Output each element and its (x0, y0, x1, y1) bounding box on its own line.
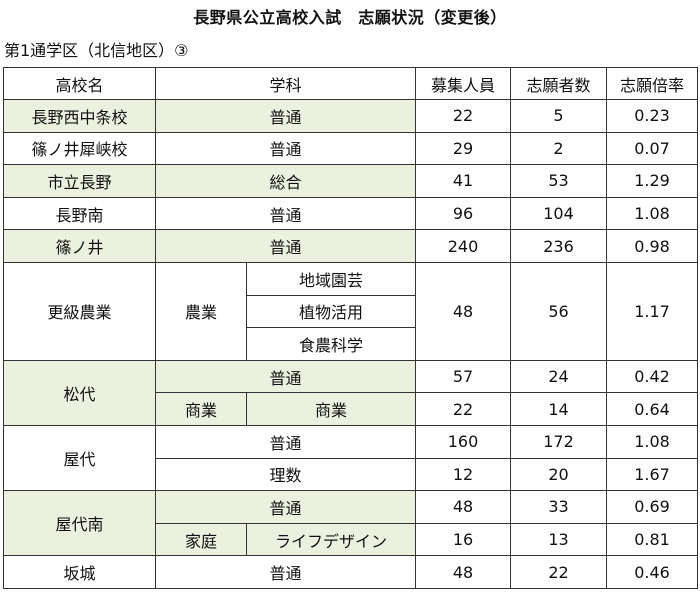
ratio-cell: 1.08 (606, 196, 698, 231)
course-name: 普通 (155, 490, 416, 524)
course-name: 普通 (155, 196, 416, 231)
table-row: 坂城 普通 48 22 0.46 (3, 555, 698, 589)
header-quota: 募集人員 (415, 67, 511, 100)
header-ratio: 志願倍率 (606, 67, 698, 100)
course-name: 商業 (246, 392, 416, 426)
table-row: 食農科学 (4, 327, 698, 361)
applicants-cell: 24 (510, 359, 607, 394)
quota-cell: 48 (415, 490, 511, 524)
school-name: 篠ノ井犀峡校 (3, 131, 156, 166)
table-row: 市立長野 総合 41 53 1.29 (3, 164, 698, 198)
applicants-cell: 13 (510, 522, 607, 557)
school-name: 屋代 (3, 424, 156, 492)
applicants-cell: 104 (510, 196, 607, 231)
quota-cell: 96 (415, 196, 511, 231)
course-name: 理数 (155, 457, 416, 492)
course-name: 総合 (155, 164, 416, 198)
ratio-cell: 1.17 (606, 261, 698, 361)
ratio-cell: 0.42 (606, 359, 698, 394)
school-name: 更級農業 (3, 261, 156, 361)
ratio-cell: 1.29 (606, 164, 698, 198)
course-name: 普通 (155, 99, 416, 133)
school-name: 松代 (3, 359, 156, 426)
ratio-cell: 0.69 (606, 490, 698, 524)
header-applicants: 志願者数 (510, 67, 607, 100)
applicants-cell: 172 (510, 424, 607, 459)
quota-cell: 240 (415, 229, 511, 263)
page-title: 長野県公立高校入試 志願状況（変更後） (193, 8, 507, 27)
applicants-cell: 5 (510, 99, 607, 133)
quota-cell: 41 (415, 164, 511, 198)
course-name: 普通 (155, 359, 416, 394)
applicants-cell: 53 (510, 164, 607, 198)
ratio-cell: 0.46 (606, 555, 698, 589)
ratio-cell: 0.07 (606, 131, 698, 166)
quota-cell: 22 (415, 392, 511, 426)
course-name: 地域園芸 (246, 261, 416, 296)
course-name: 普通 (155, 229, 416, 263)
table-row: 長野西中条校 普通 22 5 0.23 (3, 99, 698, 133)
course-name: 普通 (155, 131, 416, 166)
course-name: 食農科学 (246, 327, 416, 361)
quota-cell: 57 (415, 359, 511, 394)
ratio-cell: 1.67 (606, 457, 698, 492)
ratio-cell: 0.81 (606, 522, 698, 557)
quota-cell: 12 (415, 457, 511, 492)
table-row: 商業 商業 22 14 0.64 (4, 392, 698, 426)
quota-cell: 16 (415, 522, 511, 557)
course-name: 普通 (155, 424, 416, 459)
table-row: 松代 普通 57 24 0.42 (3, 359, 698, 426)
table-row: 篠ノ井犀峡校 普通 29 2 0.07 (3, 131, 698, 166)
quota-cell: 29 (415, 131, 511, 166)
department-name: 家庭 (155, 522, 247, 557)
course-name: ライフデザイン (246, 522, 416, 557)
header-school: 高校名 (3, 67, 156, 100)
ratio-cell: 1.08 (606, 424, 698, 459)
applicants-cell: 22 (510, 555, 607, 589)
applicants-cell: 2 (510, 131, 607, 166)
table-row: 理数 12 20 1.67 (4, 457, 698, 492)
quota-cell: 48 (415, 555, 511, 589)
school-name: 屋代南 (3, 490, 156, 557)
table-row: 更級農業 農業 地域園芸 48 56 1.17 (3, 261, 698, 361)
department-name: 農業 (155, 261, 247, 361)
table-row: 長野南 普通 96 104 1.08 (3, 196, 698, 231)
table-row: 篠ノ井 普通 240 236 0.98 (3, 229, 698, 263)
table-row: 屋代 普通 160 172 1.08 (3, 424, 698, 492)
quota-cell: 48 (415, 261, 511, 361)
applicants-cell: 56 (510, 261, 607, 361)
school-name: 篠ノ井 (3, 229, 156, 263)
course-name: 普通 (155, 555, 416, 589)
ratio-cell: 0.64 (606, 392, 698, 426)
header-row: 高校名 学科 募集人員 志願者数 志願倍率 (3, 67, 698, 100)
table-row: 家庭 ライフデザイン 16 13 0.81 (4, 522, 698, 557)
table-row: 屋代南 普通 48 33 0.69 (3, 490, 698, 557)
header-course: 学科 (155, 67, 416, 100)
district-subtitle: 第1通学区（北信地区）③ (4, 41, 189, 60)
school-name: 長野西中条校 (3, 99, 156, 133)
ratio-cell: 0.23 (606, 99, 698, 133)
applicants-cell: 33 (510, 490, 607, 524)
table-row: 植物活用 (4, 294, 698, 329)
ratio-cell: 0.98 (606, 229, 698, 263)
applicants-cell: 14 (510, 392, 607, 426)
department-name: 商業 (155, 392, 247, 426)
school-name: 坂城 (3, 555, 156, 589)
applicants-cell: 20 (510, 457, 607, 492)
applicants-cell: 236 (510, 229, 607, 263)
school-name: 長野南 (3, 196, 156, 231)
course-name: 植物活用 (246, 294, 416, 329)
quota-cell: 22 (415, 99, 511, 133)
school-name: 市立長野 (3, 164, 156, 198)
quota-cell: 160 (415, 424, 511, 459)
application-status-table: 高校名 学科 募集人員 志願者数 志願倍率 長野西中条校 普通 22 5 0.2… (3, 67, 698, 589)
